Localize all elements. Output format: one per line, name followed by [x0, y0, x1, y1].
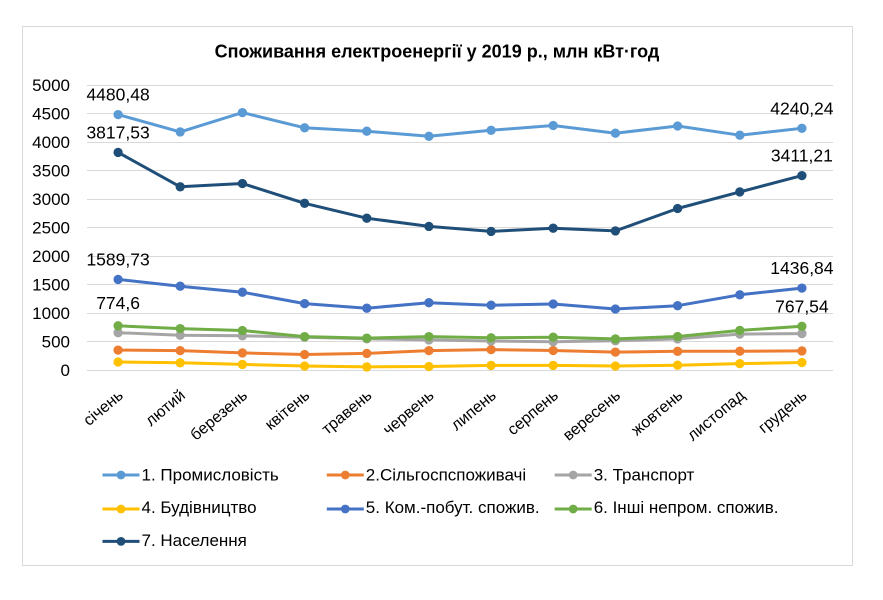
svg-text:4. Будівництво: 4. Будівництво: [142, 498, 257, 517]
svg-text:4000: 4000: [32, 133, 70, 152]
svg-text:2.Сільгоспспоживачі: 2.Сільгоспспоживачі: [366, 465, 526, 484]
svg-text:6. Інші непром. спожив.: 6. Інші непром. спожив.: [594, 498, 779, 517]
svg-text:4240,24: 4240,24: [770, 98, 834, 118]
svg-text:5. Ком.-побут. спожив.: 5. Ком.-побут. спожив.: [366, 498, 540, 517]
svg-text:3500: 3500: [32, 162, 70, 181]
svg-text:3000: 3000: [32, 190, 70, 209]
svg-text:3817,53: 3817,53: [86, 122, 149, 142]
svg-text:5000: 5000: [32, 76, 70, 95]
svg-text:1589,73: 1589,73: [86, 249, 149, 269]
svg-text:2000: 2000: [32, 247, 70, 266]
svg-text:774,6: 774,6: [96, 293, 140, 313]
svg-text:0: 0: [61, 361, 70, 380]
svg-text:1000: 1000: [32, 304, 70, 323]
svg-text:2500: 2500: [32, 219, 70, 238]
svg-text:Споживання електроенергії у 20: Споживання електроенергії у 2019 р., млн…: [215, 42, 660, 62]
svg-text:1. Промисловість: 1. Промисловість: [142, 465, 279, 484]
svg-text:1500: 1500: [32, 276, 70, 295]
svg-text:1436,84: 1436,84: [770, 258, 834, 278]
svg-text:7. Населення: 7. Населення: [142, 531, 247, 550]
svg-text:500: 500: [42, 333, 70, 352]
svg-text:4480,48: 4480,48: [86, 85, 149, 105]
svg-text:3411,21: 3411,21: [771, 146, 833, 166]
svg-text:3. Транспорт: 3. Транспорт: [594, 465, 695, 484]
svg-text:767,54: 767,54: [775, 296, 829, 316]
svg-text:4500: 4500: [32, 105, 70, 124]
